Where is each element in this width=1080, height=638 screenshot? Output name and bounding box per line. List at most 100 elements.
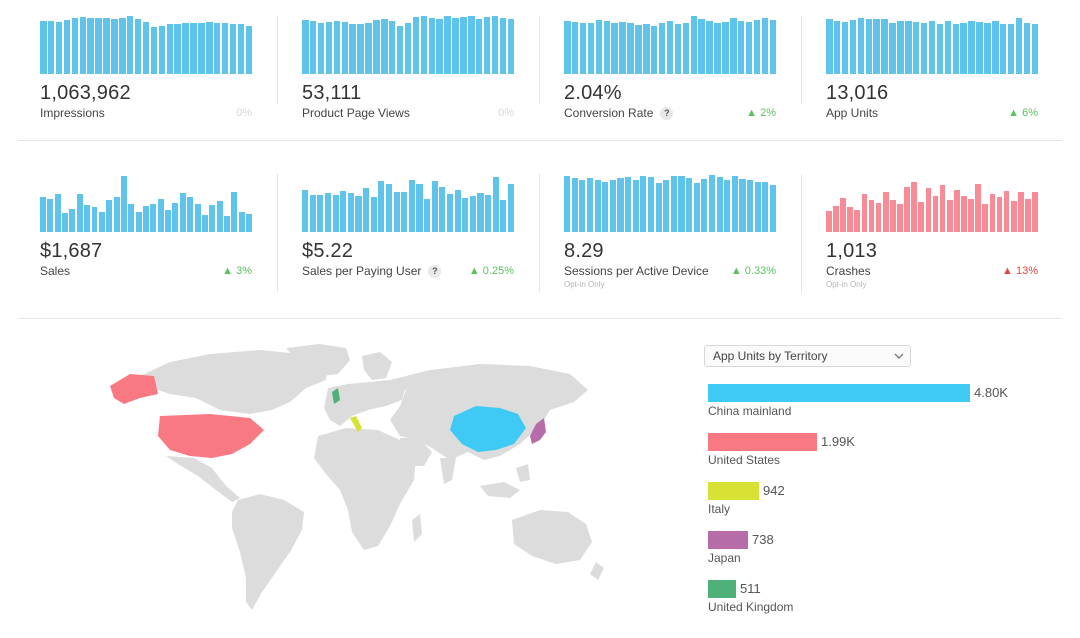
metric-value: 13,016 [826,82,889,104]
metric-label-text: Crashes [826,264,871,278]
sparkline-bar [190,23,197,74]
territory-row[interactable]: 738 Japan [708,531,1038,571]
metric-label: Product Page Views [302,106,410,120]
sparkline-bar [363,187,370,232]
australia-land [512,510,592,564]
sparkline-bar [833,206,839,232]
philippines-land [516,464,530,482]
sparkline [40,172,253,232]
sparkline-bar [678,175,685,232]
sparkline-bar [87,18,94,74]
metric-delta: ▲ 3% [222,265,252,277]
new-zealand-land [590,562,604,580]
sparkline-bar [469,196,476,232]
sparkline-bar [213,23,221,74]
sparkline-bar [198,22,205,74]
sparkline-bar [439,187,446,232]
sparkline-bar [625,176,632,232]
sparkline-bar [416,184,423,232]
sparkline-bar [953,190,960,232]
territory-row[interactable]: 4.80K China mainland [708,384,1038,424]
metric-card-sessions-per-active-device[interactable]: 8.29 Sessions per Active Device ▲ 0.33% … [564,158,777,298]
sparkline-bar [325,21,333,74]
sparkline-bar [936,24,944,74]
sparkline-bar [602,182,609,232]
sparkline-bar [381,18,388,74]
united-kingdom-region[interactable] [332,388,340,404]
sparkline-bar [739,179,746,232]
sparkline-bar [840,198,846,232]
sparkline-bar [976,21,983,74]
metric-card-impressions[interactable]: 1,063,962 Impressions 0% [40,0,253,140]
metric-label: Crashes [826,264,871,278]
territory-name: Japan [708,551,741,565]
sparkline-bar [1032,192,1038,232]
divider [801,16,802,104]
sparkline-bar [106,200,113,232]
sparkline-bar [619,21,626,74]
delta-value: 0.25% [482,265,514,277]
sparkline-bar [187,197,194,232]
japan-region[interactable] [530,418,546,444]
metric-card-crashes[interactable]: 1,013 Crashes ▲ 13% Opt-in Only [826,158,1038,298]
sparkline-bar [231,192,238,232]
sparkline-bar [897,21,904,74]
sparkline-bar [40,197,46,232]
china-mainland-region[interactable] [450,406,526,452]
sparkline-bar [245,26,253,74]
territory-bar [708,482,759,500]
divider [277,174,278,292]
sparkline-bar [223,216,230,232]
sparkline-bar [499,18,507,74]
sparkline-bar [686,178,693,232]
metric-card-sales[interactable]: $1,687 Sales ▲ 3% [40,158,253,298]
sparkline-bar [98,211,105,232]
chevron-down-icon [894,353,904,359]
sparkline-bar [347,193,354,232]
sparkline-bar [120,175,127,232]
metric-card-conversion-rate[interactable]: 2.04% Conversion Rate? ▲ 2% [564,0,777,140]
world-map[interactable] [100,340,620,620]
territory-dropdown-label: App Units by Territory [713,349,828,363]
greenland-land [286,344,350,376]
delta-value: 2% [760,107,776,119]
sparkline-bar [62,213,69,232]
metric-label: App Units [826,106,878,120]
sparkline-bar [79,16,87,74]
sparkline-bar [63,20,71,74]
help-icon[interactable]: ? [428,264,442,278]
sparkline [302,12,515,74]
sparkline-bar [769,20,777,74]
sparkline-bar [143,205,149,232]
sparkline-bar [238,212,245,232]
sparkline-bar [113,197,120,232]
territory-dropdown[interactable]: App Units by Territory [704,345,911,367]
delta-value: 3% [236,265,252,277]
sparkline-bar [603,20,611,74]
territory-row[interactable]: 511 United Kingdom [708,580,1038,620]
sparkline-bar [76,194,83,232]
territory-row[interactable]: 942 Italy [708,482,1038,522]
metric-card-product-page-views[interactable]: 53,111 Product Page Views 0% [302,0,515,140]
arabia-land [400,438,432,466]
metric-card-sales-per-paying-user[interactable]: $5.22 Sales per Paying User? ▲ 0.25% [302,158,515,298]
italy-region[interactable] [350,416,362,432]
madagascar-land [412,514,422,542]
help-icon[interactable]: ? [660,106,674,120]
sparkline-bar [333,20,341,74]
sparkline-bar [674,24,682,74]
delta-value: 13% [1015,265,1038,277]
metric-card-app-units[interactable]: 13,016 App Units ▲ 6% [826,0,1039,140]
territory-row[interactable]: 1.99K United States [708,433,1038,473]
map-land [140,344,604,610]
sparkline-bar [643,23,650,74]
sparkline-bar [55,21,63,74]
sparkline-bar [174,23,181,74]
sparkline-bar [753,20,761,74]
sparkline-bar [690,16,698,74]
sparkline-bar [135,212,142,232]
alaska-region[interactable] [110,374,158,404]
united-states-region[interactable] [158,414,264,458]
metric-delta: ▲ 0.33% [731,265,776,277]
metric-label-text: Impressions [40,106,105,120]
